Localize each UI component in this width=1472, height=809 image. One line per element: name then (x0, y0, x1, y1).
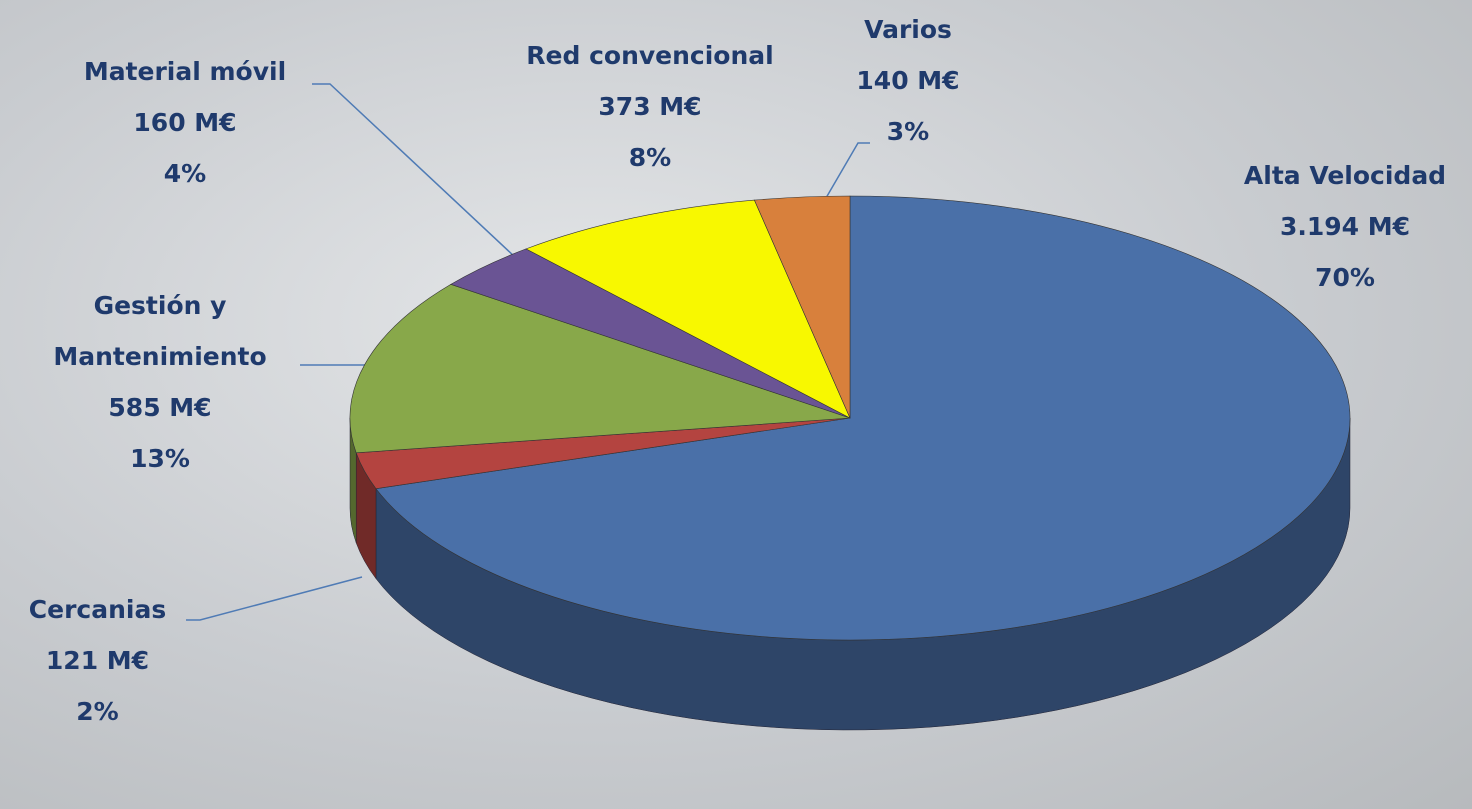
data-label: Alta Velocidad 3.194 M€ 70% (1195, 150, 1472, 303)
label-percent: 4% (163, 159, 207, 188)
slice (753, 195, 851, 419)
leader-line (811, 142, 870, 223)
data-label: Material móvil 160 M€ 4% (50, 46, 320, 199)
leader-line (186, 576, 363, 621)
label-value: 160 M€ (133, 108, 237, 137)
label-name: Varios (864, 15, 952, 44)
label-percent: 13% (130, 444, 190, 473)
label-percent: 2% (76, 697, 119, 726)
pie (349, 195, 1351, 731)
slice (525, 199, 851, 419)
data-label: Varios 140 M€ 3% (820, 4, 996, 157)
label-value: 373 M€ (598, 92, 702, 121)
label-name: Red convencional (526, 41, 774, 70)
label-value: 3.194 M€ (1279, 212, 1411, 241)
label-name: Gestión y Mantenimiento (53, 291, 267, 371)
slice (349, 284, 851, 454)
slice (375, 195, 1351, 641)
label-name: Alta Velocidad (1243, 161, 1447, 190)
label-name: Material móvil (83, 57, 287, 86)
label-value: 121 M€ (45, 646, 150, 675)
data-label: Red convencional 373 M€ 8% (520, 30, 780, 183)
leader-lines (186, 83, 870, 621)
label-value: 585 M€ (108, 393, 212, 422)
label-value: 140 M€ (856, 66, 960, 95)
label-name: Cercanias (28, 595, 167, 624)
data-label: Gestión y Mantenimiento 585 M€ 13% (0, 280, 320, 484)
leader-line (312, 83, 532, 273)
label-percent: 70% (1315, 263, 1375, 292)
data-label: Cercanias 121 M€ 2% (0, 584, 195, 737)
label-percent: 3% (886, 117, 930, 146)
label-percent: 8% (628, 143, 672, 172)
